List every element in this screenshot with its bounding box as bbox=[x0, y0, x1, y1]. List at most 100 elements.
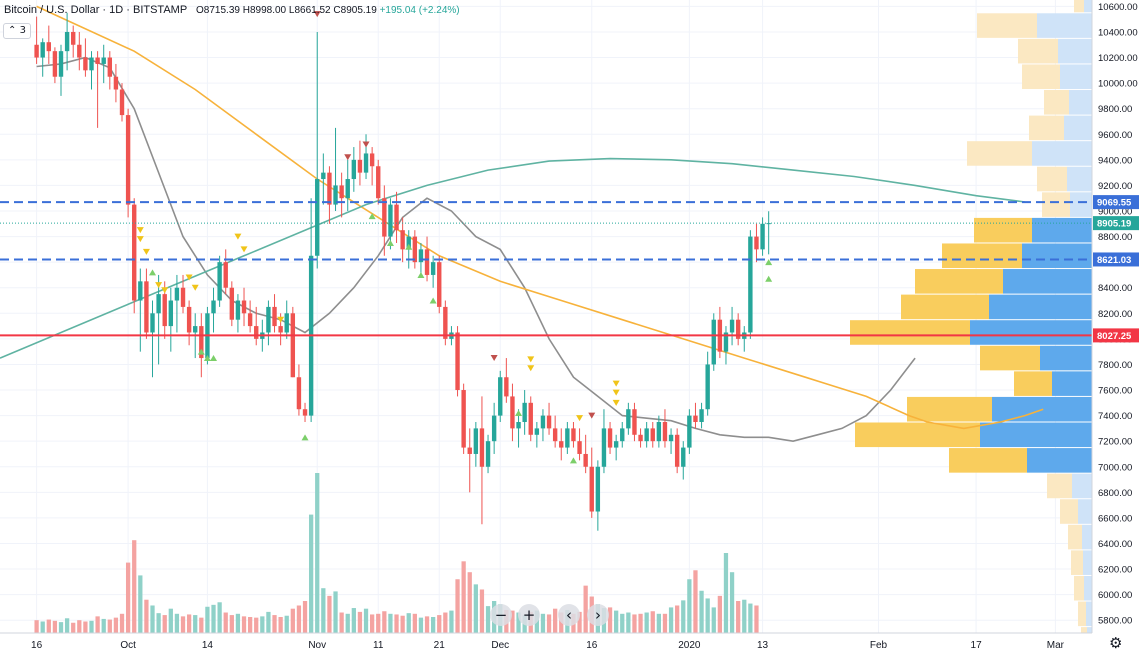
signal-marker bbox=[612, 399, 620, 406]
vp-up-bar bbox=[974, 217, 1032, 243]
vp-up-bar bbox=[967, 141, 1032, 166]
candle-body bbox=[699, 409, 704, 422]
vp-down-bar bbox=[1072, 473, 1092, 499]
volume-bar bbox=[34, 620, 39, 633]
candle-body bbox=[345, 179, 350, 199]
volume-bar bbox=[40, 621, 45, 633]
time-tick-label: 16 bbox=[586, 640, 598, 651]
volume-bar bbox=[412, 613, 417, 633]
signal-marker bbox=[527, 365, 535, 372]
candle-body bbox=[113, 76, 119, 90]
candle-body bbox=[321, 172, 326, 180]
volume-bar bbox=[461, 561, 466, 633]
signal-marker bbox=[344, 154, 352, 161]
candle bbox=[693, 402, 698, 429]
candle bbox=[211, 287, 216, 333]
volume-bar bbox=[77, 620, 82, 633]
candle-body bbox=[632, 409, 637, 435]
ma_short-line bbox=[36, 56, 916, 443]
signal-marker bbox=[569, 457, 577, 464]
gear-icon[interactable]: ⚙ bbox=[1109, 634, 1123, 652]
candle-body bbox=[333, 185, 338, 205]
candle-body bbox=[351, 159, 357, 180]
candle-body bbox=[437, 262, 442, 307]
vp-down-bar bbox=[1022, 243, 1092, 269]
price-tick-label: 10400.00 bbox=[1098, 27, 1138, 38]
volume-bar bbox=[742, 599, 747, 633]
volume-bar bbox=[467, 572, 472, 633]
candle bbox=[180, 274, 186, 314]
candle bbox=[339, 172, 344, 218]
volume-bar bbox=[351, 608, 356, 633]
price-tick-label: 7400.00 bbox=[1098, 411, 1132, 422]
change-value: +195.04 (+2.24%) bbox=[379, 5, 460, 16]
low-value: L8661.52 bbox=[288, 5, 331, 16]
candle bbox=[748, 230, 753, 339]
volume-bar bbox=[162, 615, 167, 633]
volume-bar bbox=[650, 611, 655, 633]
candle bbox=[662, 409, 668, 448]
candle bbox=[668, 428, 674, 454]
candle bbox=[620, 422, 625, 448]
vp-up-bar bbox=[1042, 192, 1070, 217]
signal-marker bbox=[527, 356, 535, 363]
candle bbox=[382, 185, 387, 256]
moving-averages bbox=[0, 5, 1044, 443]
time-tick-label: Feb bbox=[870, 640, 888, 651]
candle-body bbox=[290, 313, 296, 378]
volume-bar bbox=[229, 615, 234, 633]
volume-bar bbox=[89, 620, 94, 633]
time-tick-label: 21 bbox=[434, 640, 446, 651]
price-axis: 5800.00 6000.00 6200.00 6400.00 6600.00 6800.… bbox=[1091, 0, 1139, 653]
volume-bar bbox=[443, 612, 448, 633]
zoom-in-button[interactable]: + bbox=[518, 604, 540, 626]
zoom-out-button[interactable]: − bbox=[490, 604, 512, 626]
price-tick-label: 8800.00 bbox=[1098, 232, 1132, 243]
volume-bar bbox=[693, 570, 698, 633]
vp-up-bar bbox=[1022, 64, 1060, 90]
candle-body bbox=[485, 441, 491, 467]
candle-body bbox=[89, 57, 94, 71]
candle-body bbox=[168, 300, 174, 327]
candle-body bbox=[247, 313, 253, 327]
candle-body bbox=[510, 396, 515, 429]
candle bbox=[681, 441, 686, 480]
candle-body bbox=[339, 185, 344, 199]
candle-body bbox=[577, 441, 582, 454]
candle-body bbox=[150, 313, 155, 333]
time-tick-label: 14 bbox=[202, 640, 214, 651]
volume-bar bbox=[516, 612, 521, 633]
scroll-left-button[interactable]: ‹ bbox=[558, 604, 580, 626]
volume-bar bbox=[95, 616, 100, 633]
candle bbox=[583, 434, 588, 474]
scroll-right-button[interactable]: › bbox=[587, 604, 609, 626]
signal-marker bbox=[576, 415, 584, 422]
time-axis: 16 Oct 14 Nov 11 21 Dec 16 2020 13 Feb 17 Mar bbox=[0, 632, 1092, 653]
signal-marker bbox=[515, 410, 523, 417]
volume-bar bbox=[150, 605, 155, 633]
signal-marker bbox=[197, 348, 205, 355]
signal-marker bbox=[203, 355, 211, 362]
vp-down-bar bbox=[1070, 192, 1092, 217]
close-value: C8905.19 bbox=[333, 5, 377, 16]
vp-down-bar bbox=[1086, 601, 1092, 627]
candle-body bbox=[193, 326, 198, 333]
candle bbox=[443, 300, 448, 346]
candle-body bbox=[296, 377, 302, 410]
indicators-toggle-button[interactable]: ⌃ 3 bbox=[3, 23, 31, 39]
candle bbox=[40, 38, 45, 77]
volume-bar bbox=[357, 611, 363, 633]
candle bbox=[351, 147, 357, 192]
candle-body bbox=[327, 172, 332, 205]
candle-body bbox=[674, 434, 680, 467]
volume-bar bbox=[290, 608, 295, 633]
candle-body bbox=[394, 204, 399, 231]
candle-body bbox=[766, 223, 771, 225]
price-tag bbox=[1093, 195, 1139, 210]
volume-bar bbox=[241, 616, 247, 633]
candle-body bbox=[705, 364, 710, 410]
time-tick-label: 2020 bbox=[678, 640, 701, 651]
candle bbox=[766, 211, 771, 255]
price-tick-label: 5800.00 bbox=[1098, 616, 1132, 627]
